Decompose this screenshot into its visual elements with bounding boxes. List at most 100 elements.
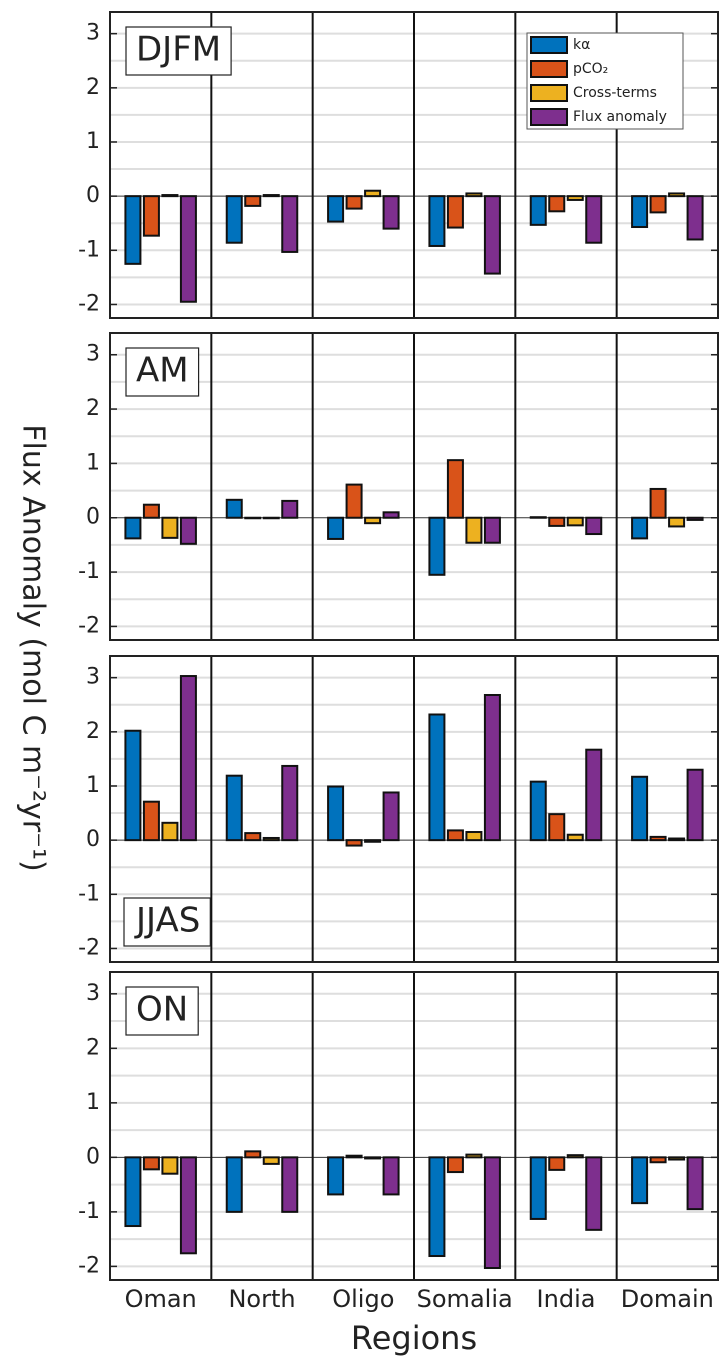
y-tick-label: 3: [86, 21, 100, 46]
bar: [649, 195, 667, 214]
bar: [161, 194, 179, 198]
bar: [649, 487, 667, 519]
x-tick-label: Somalia: [417, 1285, 513, 1313]
bar: [327, 195, 345, 223]
panel: -2 -1 0 1 2 3 ON Oman North Oligo Somalia India Doma…: [78, 971, 719, 1313]
bar: [225, 195, 243, 244]
bar: [465, 1153, 483, 1159]
y-tick-label: 1: [86, 450, 100, 475]
bar: [465, 831, 483, 842]
bar: [345, 839, 363, 847]
bar: [345, 195, 363, 210]
bar: [483, 195, 501, 275]
bar: [483, 516, 501, 544]
y-tick-label: 1: [86, 773, 100, 798]
bar: [585, 748, 603, 842]
bar: [142, 800, 160, 842]
bar: [483, 1156, 501, 1270]
bar: [364, 839, 382, 843]
plot-frame: [109, 971, 719, 1281]
bar: [529, 1156, 547, 1220]
bar: [446, 829, 464, 842]
legend-label: kα: [573, 37, 590, 53]
bar: [179, 1156, 197, 1255]
bar: [382, 511, 400, 519]
bar: [262, 836, 280, 842]
bar: [585, 516, 603, 536]
bar: [566, 195, 584, 201]
y-tick-label: 3: [86, 981, 100, 1006]
bar: [548, 195, 566, 213]
bar: [262, 194, 280, 198]
x-tick-label: Oman: [125, 1285, 197, 1313]
bar: [244, 516, 262, 520]
bar: [668, 192, 686, 198]
bar: [668, 516, 686, 528]
bar: [382, 195, 400, 230]
bar: [529, 780, 547, 842]
bar: [262, 1156, 280, 1165]
bar: [446, 1156, 464, 1174]
bar: [566, 516, 584, 527]
x-tick-label: Domain: [621, 1285, 714, 1313]
y-tick-label: 1: [86, 129, 100, 154]
y-tick-label: 2: [86, 719, 100, 744]
bar: [244, 195, 262, 207]
bar: [364, 516, 382, 525]
bar: [262, 516, 280, 520]
bar: [631, 1156, 649, 1205]
legend-label: pCO₂: [573, 61, 608, 77]
legend-label: Flux anomaly: [573, 109, 667, 125]
bar: [686, 516, 704, 521]
y-tick-label: 2: [86, 1035, 100, 1060]
bar: [124, 729, 142, 842]
bar: [548, 516, 566, 527]
y-tick-label: 0: [86, 827, 100, 852]
y-tick-label: 0: [86, 1144, 100, 1169]
y-tick-label: -1: [78, 237, 100, 262]
bar: [345, 1154, 363, 1159]
y-tick-label: -2: [78, 935, 100, 960]
bar: [124, 516, 142, 540]
bar: [179, 516, 197, 545]
panel-label: JJAS: [134, 901, 200, 941]
panel-label-box: [125, 986, 199, 1036]
bar: [585, 195, 603, 244]
bar: [364, 1156, 382, 1160]
bar: [382, 1156, 400, 1196]
bar: [668, 837, 686, 842]
panel-label-box: [125, 26, 232, 76]
panel-label: DJFM: [136, 30, 221, 70]
legend-label: Cross-terms: [573, 85, 657, 101]
panel: -2 -1 0 1 2 3 DJFM kα pCO₂ Cross-terms Flux anomal…: [78, 11, 719, 319]
legend-swatch: [530, 108, 568, 126]
bar: [161, 516, 179, 539]
bar: [281, 764, 299, 842]
bar: [446, 459, 464, 519]
bar: [686, 1156, 704, 1211]
bar: [244, 832, 262, 842]
legend-swatch: [530, 84, 568, 102]
y-tick-label: 2: [86, 75, 100, 100]
bar: [649, 1156, 667, 1164]
x-tick-label: North: [228, 1285, 295, 1313]
plot-frame: [109, 11, 719, 319]
bar: [364, 189, 382, 198]
x-axis-label: Regions: [351, 1319, 477, 1357]
bar: [382, 791, 400, 842]
bar: [548, 1156, 566, 1171]
x-tick-label: Oligo: [332, 1285, 394, 1313]
bar: [345, 483, 363, 519]
y-axis-label: Flux Anomaly (mol C m⁻²yr⁻¹): [16, 424, 51, 871]
y-tick-label: 1: [86, 1090, 100, 1115]
panel-label: ON: [136, 990, 188, 1030]
bar: [631, 195, 649, 229]
plot-frame: [109, 655, 719, 963]
bar: [465, 192, 483, 198]
bar: [327, 785, 345, 842]
bar: [179, 195, 197, 303]
bar: [686, 195, 704, 241]
panel: -2 -1 0 1 2 3 JJAS: [78, 655, 719, 963]
bar: [225, 774, 243, 842]
